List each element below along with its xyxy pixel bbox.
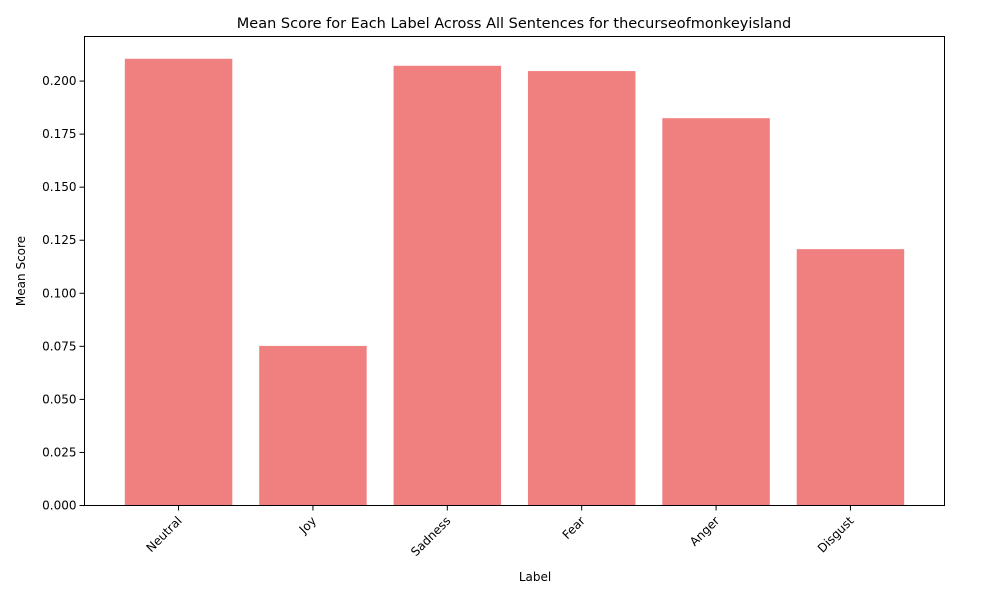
y-tick-label: 0.200 xyxy=(42,74,76,88)
y-tick-label: 0.025 xyxy=(42,445,76,459)
bar-neutral xyxy=(124,58,233,506)
x-tick-label: Neutral xyxy=(143,514,184,555)
chart-title: Mean Score for Each Label Across All Sen… xyxy=(237,16,791,32)
bar-anger xyxy=(662,118,770,506)
x-tick-label: Anger xyxy=(687,514,722,549)
x-axis-title: Label xyxy=(519,570,551,584)
bar-disgust xyxy=(796,249,905,506)
y-tick-label: 0.050 xyxy=(42,392,76,406)
y-tick-label: 0.150 xyxy=(42,180,76,194)
x-tick-label: Joy xyxy=(296,514,319,537)
y-tick-label: 0.125 xyxy=(42,233,76,247)
x-axis-ticks: Neutral Joy Sadness Fear Anger Disgust xyxy=(143,505,857,559)
x-tick-label: Sadness xyxy=(408,514,453,559)
bar-sadness xyxy=(393,65,502,506)
y-tick-label: 0.000 xyxy=(42,499,76,513)
x-tick-label: Fear xyxy=(560,514,588,542)
y-tick-label: 0.100 xyxy=(42,286,76,300)
y-tick-label: 0.175 xyxy=(42,127,76,141)
y-axis-title: Mean Score xyxy=(14,236,28,306)
x-tick-label: Disgust xyxy=(815,514,857,556)
y-tick-label: 0.075 xyxy=(42,339,76,353)
plot-frame xyxy=(84,36,945,506)
bars-group xyxy=(124,58,905,506)
bar-fear xyxy=(527,71,636,506)
bar-joy xyxy=(259,345,367,506)
y-axis-ticks: 0.000 0.025 0.050 0.075 0.100 0.125 0.150 0.175… xyxy=(42,74,85,513)
